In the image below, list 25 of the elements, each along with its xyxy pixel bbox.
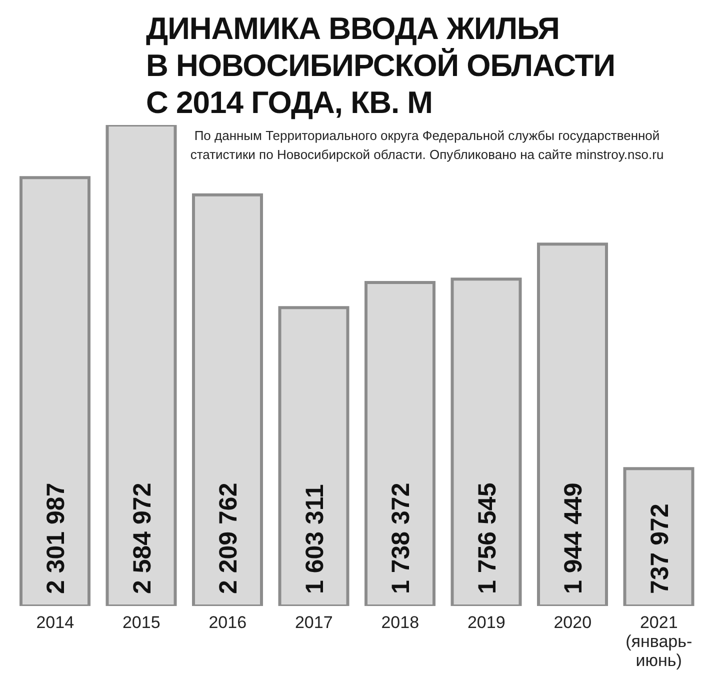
- bar: [537, 242, 608, 606]
- x-tick-label: 2021 (январь-июнь): [626, 613, 692, 670]
- data-label: 737 972: [646, 504, 674, 594]
- chart-title: ДИНАМИКА ВВОДА ЖИЛЬЯ В НОВОСИБИРСКОЙ ОБЛАСТИ С 2014 ГОДА, КВ. М: [146, 10, 615, 121]
- bar: [278, 306, 350, 606]
- bar: [20, 176, 90, 606]
- x-tick-label: 2014: [36, 613, 74, 632]
- data-label: 1 944 449: [560, 482, 588, 594]
- bar: [192, 193, 263, 606]
- text: По данным Территориального округа Федеральной службы государственной статистики по Новосибирской области. Опубликовано на сайте minstroy.nso.ru: [189, 127, 665, 164]
- data-label: 2 209 762: [214, 482, 242, 594]
- data-label: 2 584 972: [128, 482, 156, 594]
- x-tick-label: 2020: [554, 613, 592, 632]
- x-tick-label: 2015: [122, 613, 160, 632]
- data-label: 2 301 987: [42, 482, 70, 594]
- bar: [623, 467, 694, 606]
- data-label: 1 756 545: [473, 482, 502, 594]
- bar: [364, 281, 436, 606]
- data-label: 1 603 311: [300, 484, 329, 594]
- data-label: 1 738 372: [387, 482, 415, 594]
- x-tick-label: 2019: [467, 613, 506, 632]
- bar: [450, 278, 522, 606]
- x-tick-label: 2018: [381, 613, 420, 632]
- x-tick-label: 2016: [208, 613, 247, 632]
- x-tick-label: 2017: [294, 613, 333, 632]
